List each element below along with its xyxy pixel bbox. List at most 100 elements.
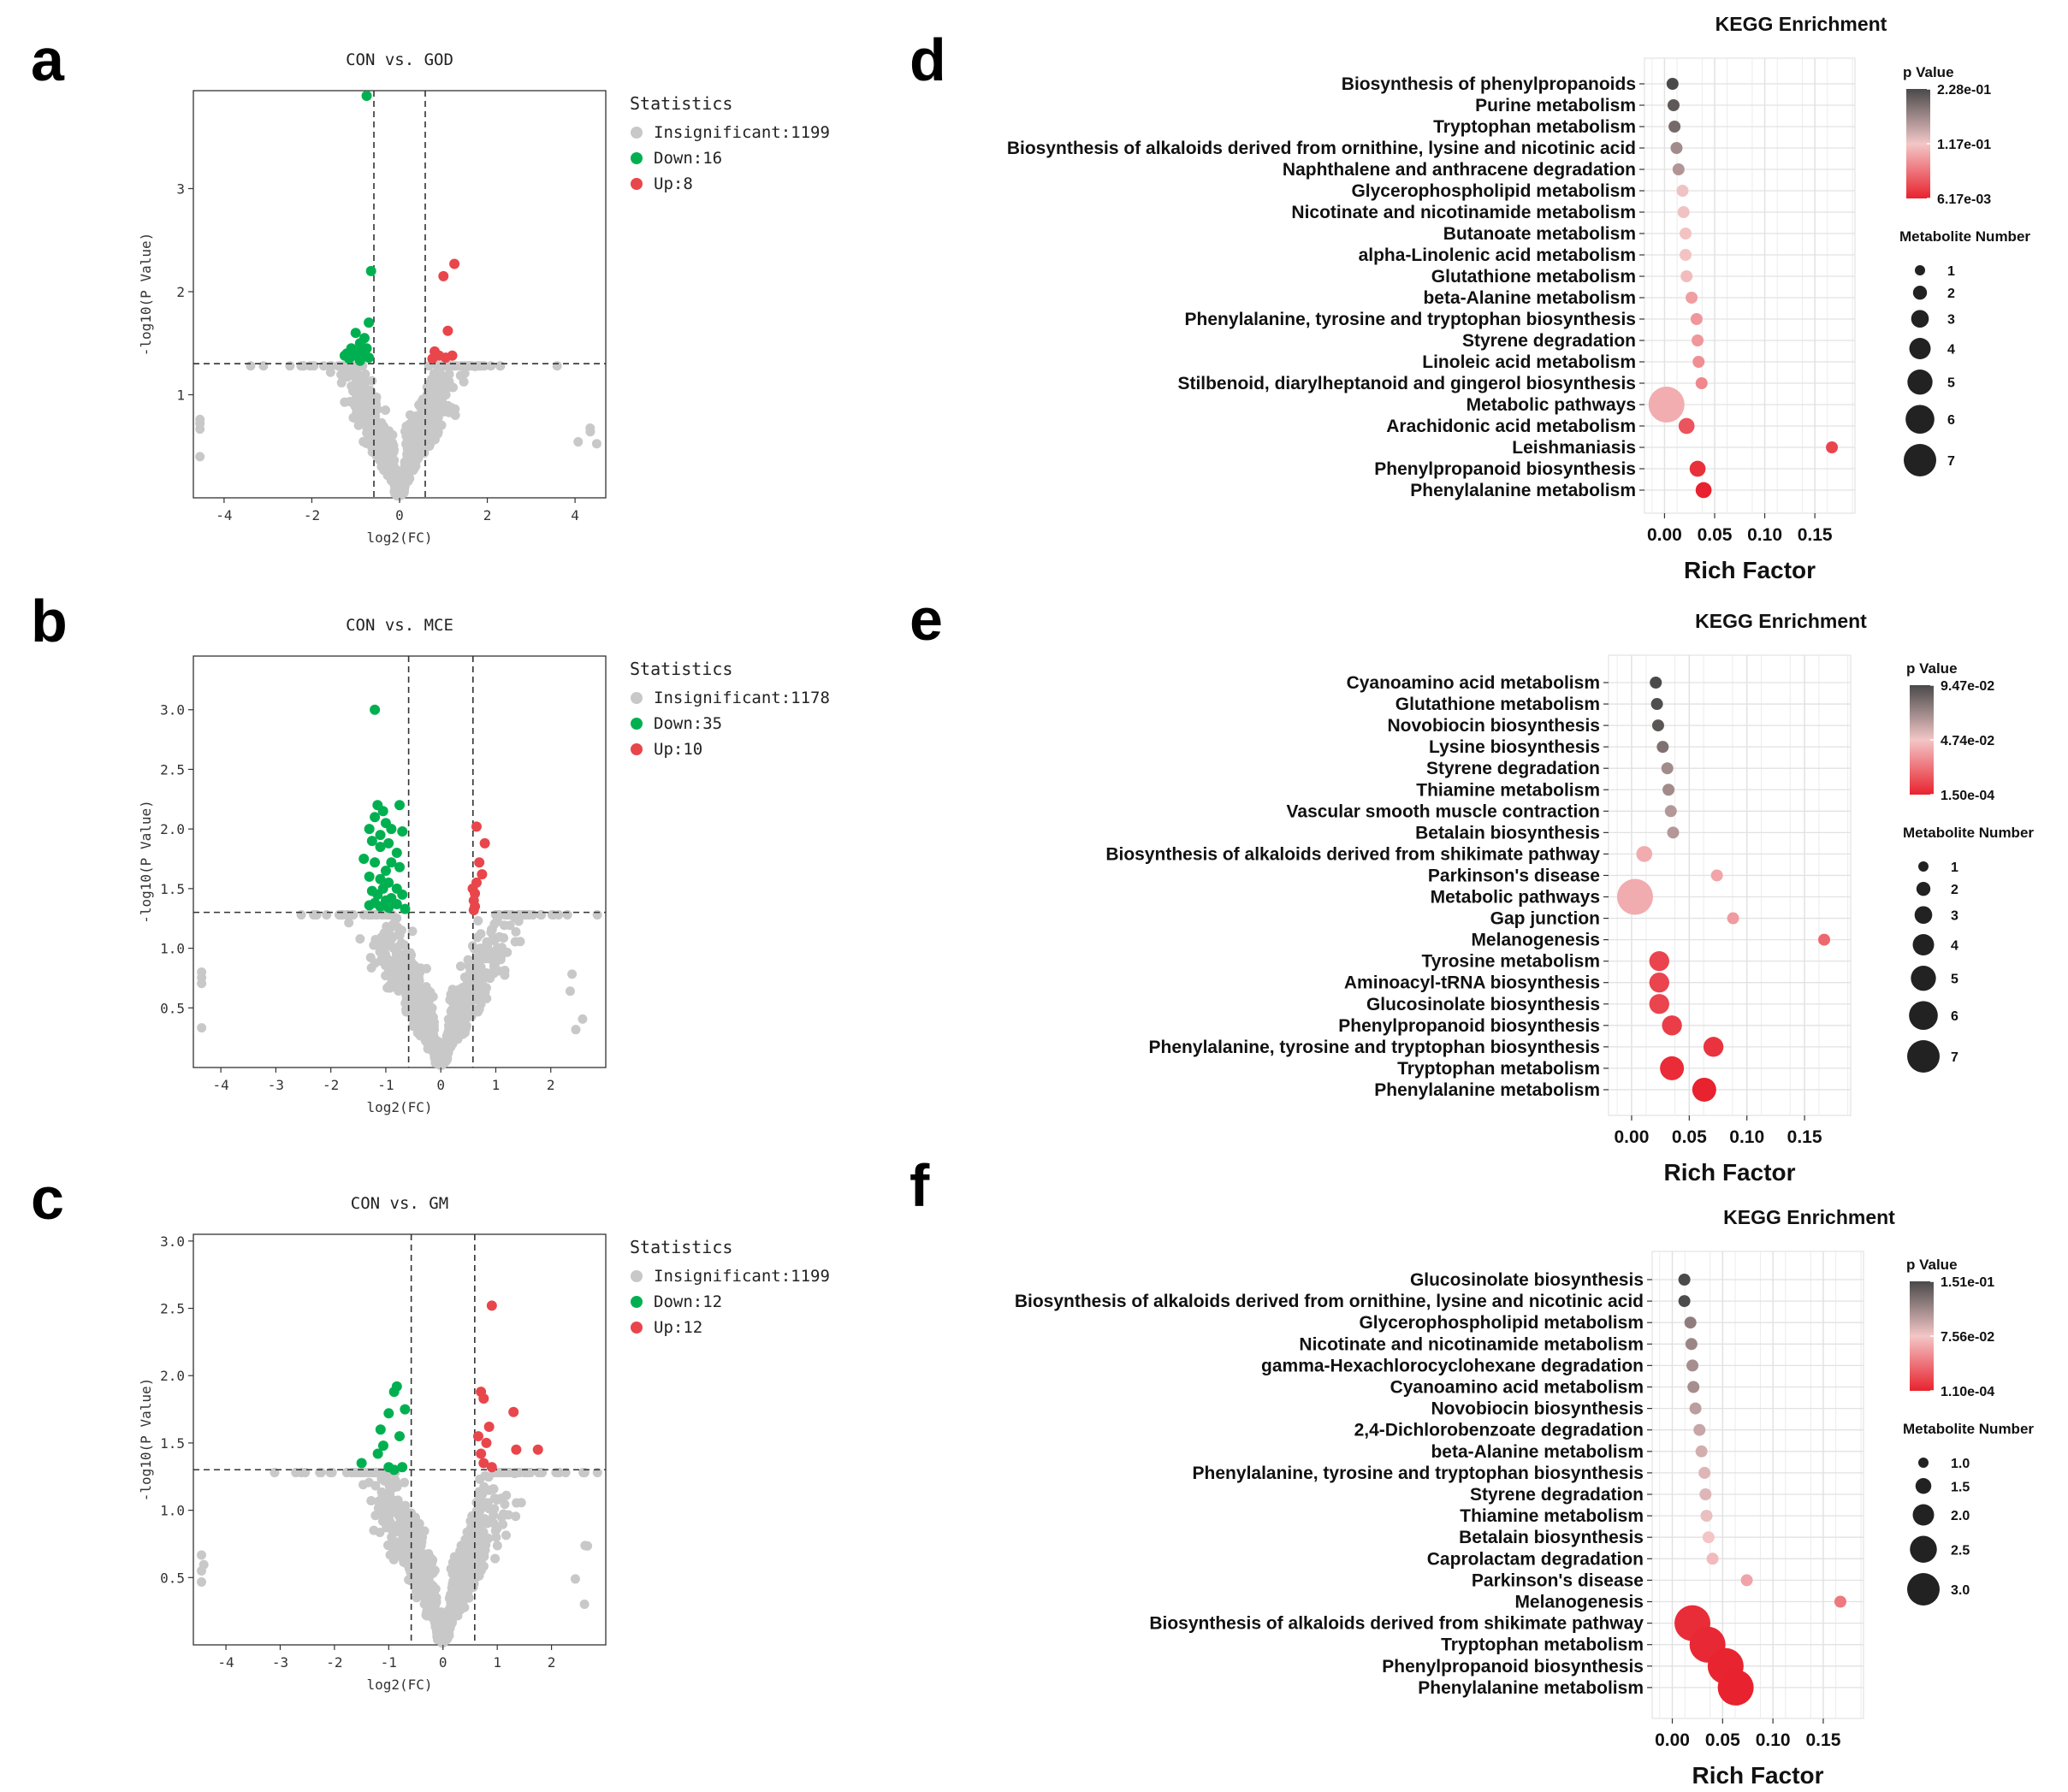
insignificant-point bbox=[406, 427, 416, 437]
pathway-point bbox=[1700, 1510, 1713, 1523]
insignificant-point bbox=[481, 1515, 491, 1525]
insignificant-point bbox=[486, 927, 496, 937]
x-tick-label: 0 bbox=[395, 507, 404, 523]
legend-swatch bbox=[631, 178, 643, 190]
down-point bbox=[380, 865, 391, 876]
down-point bbox=[375, 901, 386, 912]
panel-letter-a: a bbox=[31, 27, 65, 93]
insignificant-point bbox=[455, 998, 465, 1008]
x-tick-label: 0.05 bbox=[1698, 525, 1733, 545]
panel-letter-e: e bbox=[910, 586, 943, 653]
insignificant-point bbox=[462, 993, 472, 1003]
insignificant-point bbox=[413, 1546, 424, 1556]
size-legend-swatch bbox=[1907, 1573, 1940, 1606]
insignificant-point bbox=[391, 1527, 401, 1537]
x-tick-label: -2 bbox=[323, 1077, 339, 1093]
size-legend-label: 7 bbox=[1947, 454, 1955, 469]
insignificant-point bbox=[459, 369, 470, 379]
insignificant-point bbox=[370, 958, 380, 968]
pathway-point bbox=[1710, 869, 1723, 882]
pathway-point bbox=[1649, 994, 1669, 1014]
insignificant-point bbox=[578, 1014, 588, 1024]
insignificant-point bbox=[481, 973, 491, 983]
pathway-label: Betalain biosynthesis bbox=[1415, 823, 1600, 843]
insignificant-point bbox=[434, 390, 444, 400]
insignificant-point bbox=[405, 973, 415, 984]
down-point bbox=[370, 812, 381, 823]
down-point bbox=[394, 1431, 405, 1442]
insignificant-point bbox=[571, 1025, 581, 1035]
up-point bbox=[442, 325, 453, 336]
pathway-label: Styrene degradation bbox=[1462, 331, 1636, 351]
insignificant-point bbox=[418, 442, 428, 452]
insignificant-point bbox=[403, 448, 413, 458]
legend-title: Statistics bbox=[630, 93, 732, 114]
pathway-point bbox=[1686, 1359, 1699, 1372]
insignificant-point bbox=[383, 1511, 394, 1522]
down-points bbox=[358, 704, 411, 914]
x-axis-label: log2(FC) bbox=[366, 1099, 432, 1115]
insignificant-point bbox=[415, 986, 425, 997]
insignificant-point bbox=[430, 1565, 440, 1576]
down-point bbox=[377, 1440, 388, 1452]
size-legend-swatch bbox=[1912, 286, 1928, 300]
pathway-point bbox=[1667, 99, 1680, 111]
x-tick-label: 0.10 bbox=[1729, 1127, 1764, 1147]
size-legend-label: 1.5 bbox=[1951, 1480, 1970, 1494]
insignificant-point bbox=[418, 1532, 428, 1542]
size-legend-label: 2 bbox=[1947, 287, 1955, 301]
colorbar-label: 7.56e-02 bbox=[1941, 1330, 1994, 1345]
y-tick-label: 2.5 bbox=[160, 1301, 185, 1317]
colorbar-label: 9.47e-02 bbox=[1941, 679, 1994, 694]
x-tick-label: 0.00 bbox=[1655, 1730, 1690, 1750]
chart-title: CON vs. GOD bbox=[346, 50, 453, 69]
x-tick-label: 0.05 bbox=[1705, 1730, 1740, 1750]
insignificant-point bbox=[398, 1534, 408, 1544]
pathway-label: Biosynthesis of alkaloids derived from o… bbox=[1015, 1292, 1644, 1311]
up-point bbox=[483, 1422, 495, 1433]
insignificant-point bbox=[443, 1631, 453, 1641]
up-point bbox=[479, 837, 490, 849]
size-legend-label: 6 bbox=[1951, 1009, 1958, 1024]
pathway-point bbox=[1818, 933, 1831, 946]
insignificant-point bbox=[430, 1608, 441, 1618]
pathway-point bbox=[1695, 377, 1708, 389]
insignificant-point bbox=[515, 937, 525, 947]
insignificant-point bbox=[392, 913, 402, 923]
chart-title: KEGG Enrichment bbox=[1723, 1206, 1895, 1228]
pathway-point bbox=[1689, 460, 1706, 477]
pathway-label: Phenylalanine, tyrosine and tryptophan b… bbox=[1149, 1038, 1600, 1057]
insignificant-point bbox=[413, 1580, 424, 1590]
insignificant-point bbox=[197, 1023, 207, 1033]
plot-frame bbox=[193, 90, 607, 499]
pathway-point bbox=[1678, 417, 1695, 435]
pathway-point bbox=[1636, 846, 1653, 862]
size-legend-label: 4 bbox=[1951, 939, 1958, 954]
up-point bbox=[511, 1444, 522, 1455]
up-points bbox=[472, 1300, 543, 1473]
down-point bbox=[361, 91, 372, 102]
pathway-point bbox=[1662, 784, 1675, 796]
up-point bbox=[477, 869, 488, 880]
y-axis-label: -log10(P Value) bbox=[138, 800, 154, 924]
insignificant-point bbox=[408, 1021, 418, 1032]
insignificant-point bbox=[376, 441, 387, 452]
colorbar-label: 1.10e-04 bbox=[1941, 1385, 1994, 1399]
insignificant-point bbox=[388, 468, 398, 478]
y-tick-label: 2.5 bbox=[160, 761, 185, 778]
size-legend-swatch bbox=[1911, 966, 1936, 991]
down-point bbox=[366, 836, 377, 847]
pathway-label: Cyanoamino acid metabolism bbox=[1390, 1378, 1644, 1398]
x-tick-label: 1 bbox=[493, 1654, 501, 1671]
x-tick-label: 0.15 bbox=[1798, 525, 1833, 545]
insignificant-point bbox=[431, 1622, 441, 1632]
down-point bbox=[397, 889, 408, 900]
pathway-label: Novobiocin biosynthesis bbox=[1431, 1399, 1644, 1419]
insignificant-point bbox=[473, 1007, 483, 1017]
legend-title: Statistics bbox=[630, 1237, 732, 1257]
down-points bbox=[356, 1381, 411, 1476]
down-points bbox=[339, 91, 376, 366]
insignificant-point bbox=[285, 361, 295, 371]
pathway-point bbox=[1740, 1574, 1753, 1587]
insignificant-point bbox=[396, 984, 406, 994]
